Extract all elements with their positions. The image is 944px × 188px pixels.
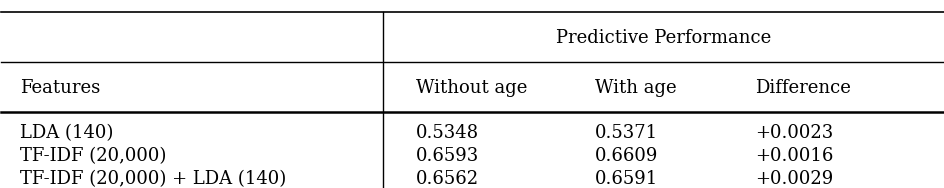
Text: +0.0016: +0.0016 <box>754 147 833 165</box>
Text: 0.6593: 0.6593 <box>415 147 479 165</box>
Text: +0.0023: +0.0023 <box>754 124 833 142</box>
Text: 0.6609: 0.6609 <box>595 147 658 165</box>
Text: LDA (140): LDA (140) <box>20 124 113 142</box>
Text: With age: With age <box>595 79 676 97</box>
Text: Difference: Difference <box>754 79 851 97</box>
Text: +0.0029: +0.0029 <box>754 170 833 188</box>
Text: TF-IDF (20,000) + LDA (140): TF-IDF (20,000) + LDA (140) <box>20 170 286 188</box>
Text: Without age: Without age <box>415 79 527 97</box>
Text: 0.6562: 0.6562 <box>415 170 479 188</box>
Text: TF-IDF (20,000): TF-IDF (20,000) <box>20 147 166 165</box>
Text: 0.5371: 0.5371 <box>595 124 657 142</box>
Text: Features: Features <box>20 79 100 97</box>
Text: 0.5348: 0.5348 <box>415 124 479 142</box>
Text: Predictive Performance: Predictive Performance <box>555 29 770 47</box>
Text: 0.6591: 0.6591 <box>595 170 658 188</box>
